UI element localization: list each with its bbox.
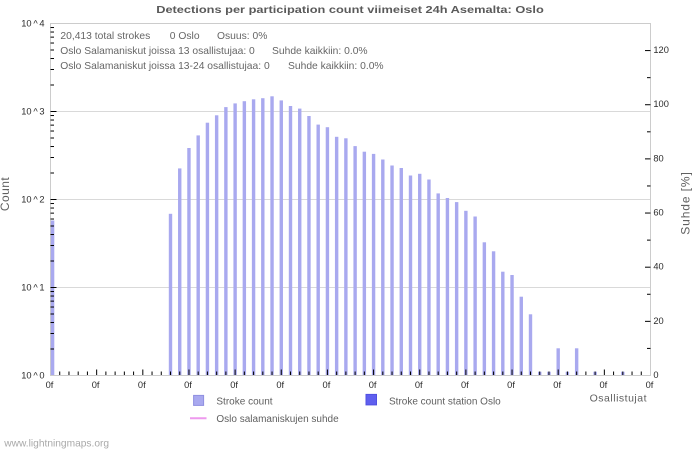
svg-text:0f: 0f (369, 380, 377, 390)
svg-text:0f: 0f (46, 380, 54, 390)
svg-text:100: 100 (653, 99, 669, 109)
svg-text:Suhde kaikkiin: 0.0%: Suhde kaikkiin: 0.0% (272, 46, 368, 57)
svg-text:www.lightningmaps.org: www.lightningmaps.org (3, 438, 109, 449)
svg-text:Suhde kaikkiin: 0.0%: Suhde kaikkiin: 0.0% (288, 61, 384, 72)
svg-text:Oslo Salamaniskut joissa 13 os: Oslo Salamaniskut joissa 13 osallistujaa… (60, 46, 255, 57)
svg-text:0f: 0f (276, 380, 284, 390)
svg-text:20,413 total strokes: 20,413 total strokes (60, 31, 150, 42)
svg-text:10^3: 10 ^ 3 (21, 106, 44, 116)
svg-text:80: 80 (653, 153, 663, 163)
svg-text:0f: 0f (92, 380, 100, 390)
svg-text:Stroke count station Oslo: Stroke count station Oslo (389, 397, 501, 408)
svg-text:20: 20 (653, 316, 663, 326)
svg-text:Osuus: 0%: Osuus: 0% (217, 31, 267, 42)
svg-text:0f: 0f (323, 380, 331, 390)
svg-text:Oslo Salamaniskut joissa 13-24: Oslo Salamaniskut joissa 13-24 osallistu… (60, 61, 270, 72)
svg-text:0f: 0f (553, 380, 561, 390)
svg-text:Suhde [%]: Suhde [%] (679, 171, 693, 234)
svg-text:0f: 0f (415, 380, 423, 390)
svg-text:0 Oslo: 0 Oslo (170, 31, 200, 42)
svg-text:0f: 0f (507, 380, 515, 390)
svg-text:0f: 0f (138, 380, 146, 390)
svg-text:Osallistujat: Osallistujat (590, 393, 647, 405)
svg-text:40: 40 (653, 262, 663, 272)
svg-text:Oslo salamaniskujen suhde: Oslo salamaniskujen suhde (216, 414, 339, 425)
svg-text:0f: 0f (599, 380, 607, 390)
svg-text:10^4: 10 ^ 4 (21, 18, 44, 28)
svg-text:10^2: 10 ^ 2 (21, 194, 44, 204)
svg-text:10^0: 10 ^ 0 (21, 370, 44, 380)
svg-text:Detections per participation c: Detections per participation count viime… (156, 5, 544, 15)
svg-text:0f: 0f (646, 380, 654, 390)
svg-text:10^1: 10 ^ 1 (21, 282, 44, 292)
svg-text:0f: 0f (461, 380, 469, 390)
svg-text:120: 120 (653, 45, 669, 55)
svg-text:0f: 0f (184, 380, 192, 390)
svg-text:0f: 0f (230, 380, 238, 390)
svg-text:60: 60 (653, 207, 663, 217)
svg-text:Count: Count (0, 177, 12, 211)
svg-text:Stroke count: Stroke count (216, 397, 272, 408)
svg-text:0: 0 (653, 370, 658, 380)
